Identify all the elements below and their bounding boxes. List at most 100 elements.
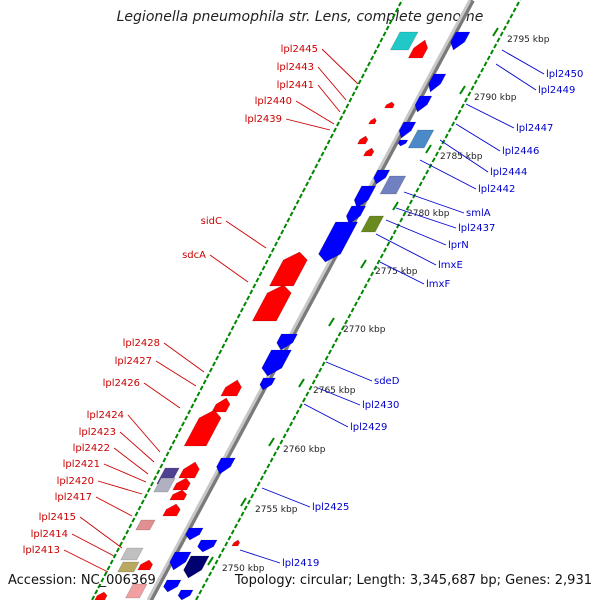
gene-label-lpl2421: lpl2421 xyxy=(63,459,100,470)
gene-arrow xyxy=(259,377,276,391)
gene-label-sdca: sdcA xyxy=(182,250,206,261)
inner-ring-dot xyxy=(398,1,402,7)
inner-ring-dot xyxy=(348,97,353,103)
inner-ring-dot xyxy=(329,133,334,139)
gene-label-lpl2419: lpl2419 xyxy=(282,558,319,569)
outer-ring-dot xyxy=(253,487,258,493)
outer-ring-dot xyxy=(493,43,498,49)
outer-ring-dot xyxy=(308,385,313,391)
inner-ring-dot xyxy=(106,565,111,571)
inner-ring-dot xyxy=(103,571,108,577)
inner-ring-dot xyxy=(283,223,288,229)
inner-ring-dot xyxy=(150,481,154,487)
outer-ring-dot xyxy=(379,253,384,259)
outer-ring-dot xyxy=(292,415,297,421)
outer-ring-dot xyxy=(353,301,358,307)
outer-ring-dot xyxy=(408,199,413,205)
outer-ring-dot xyxy=(224,541,229,547)
inner-ring-dot xyxy=(326,139,331,145)
gene-arrow xyxy=(450,31,471,51)
gene-arrow xyxy=(197,539,218,553)
gene-label-smla: smlA xyxy=(466,208,491,219)
inner-ring-dot xyxy=(196,391,201,397)
outer-ring-dot xyxy=(389,235,394,241)
gene-arrow xyxy=(407,129,435,149)
outer-ring-dot xyxy=(396,223,400,229)
outer-ring-dot xyxy=(515,1,520,7)
gene-arrow xyxy=(220,379,242,397)
outer-ring-dot xyxy=(214,559,219,565)
gene-arrow xyxy=(353,185,377,209)
gene-arrow xyxy=(183,555,210,579)
kbp-tick xyxy=(360,259,367,269)
leader-line xyxy=(455,123,501,152)
inner-ring-dot xyxy=(252,283,257,289)
inner-ring-dot xyxy=(193,397,198,403)
kbp-tick xyxy=(328,317,335,327)
inner-ring-dot xyxy=(119,541,123,547)
gene-arrow xyxy=(397,139,409,147)
outer-ring-dot xyxy=(327,349,332,355)
outer-ring-dot xyxy=(383,247,387,253)
gene-label-lpl2447: lpl2447 xyxy=(516,123,553,134)
inner-ring-dot xyxy=(360,73,365,79)
accession-text: Accession: NC_006369 xyxy=(8,573,156,588)
outer-ring-dot xyxy=(499,31,504,37)
gene-arrow xyxy=(251,284,292,322)
outer-ring-dot xyxy=(464,97,468,103)
inner-ring-dot xyxy=(286,217,291,223)
kbp-tick xyxy=(268,437,275,447)
leader-line xyxy=(113,447,149,475)
inner-ring-dot xyxy=(354,85,359,91)
gene-label-lpl2423: lpl2423 xyxy=(79,427,116,438)
backbone xyxy=(146,0,472,600)
gene-arrow xyxy=(384,101,395,109)
gene-label-lpl2445: lpl2445 xyxy=(281,44,318,55)
kbp-tick xyxy=(492,27,499,37)
inner-ring-dot xyxy=(233,319,238,325)
outer-ring-dot xyxy=(376,259,381,265)
outer-ring-dot xyxy=(305,391,310,397)
outer-ring-dot xyxy=(451,121,456,127)
outer-ring-dot xyxy=(496,37,501,43)
outer-ring-dot xyxy=(509,13,514,19)
leader-line xyxy=(465,103,515,129)
outer-ring-dot xyxy=(279,439,284,445)
outer-ring-dot xyxy=(370,271,375,277)
kbp-label: 2755 kbp xyxy=(255,505,298,515)
outer-ring-dot xyxy=(477,73,481,79)
leader-line xyxy=(127,414,161,453)
leader-line xyxy=(385,219,447,246)
inner-ring-dot xyxy=(224,337,229,343)
leader-line xyxy=(155,360,197,387)
outer-ring-dot xyxy=(366,277,371,283)
inner-ring-dot xyxy=(292,205,297,211)
leader-line xyxy=(71,533,115,557)
inner-ring-dot xyxy=(208,367,213,373)
leader-line xyxy=(419,159,477,190)
inner-ring-dot xyxy=(274,241,278,247)
inner-ring-dot xyxy=(255,277,260,283)
inner-ring-dot xyxy=(221,343,226,349)
gene-label-lpl2413: lpl2413 xyxy=(23,545,60,556)
outer-ring-dot xyxy=(421,175,426,181)
leader-line xyxy=(285,118,331,131)
inner-ring-dot xyxy=(215,355,220,361)
inner-ring-dot xyxy=(125,529,130,535)
gene-arrow xyxy=(169,489,188,501)
gene-arrow xyxy=(360,215,385,233)
inner-ring-dot xyxy=(199,385,204,391)
outer-ring-dot xyxy=(340,325,345,331)
outer-ring-dot xyxy=(457,109,462,115)
outer-ring-dot xyxy=(289,421,294,427)
gene-arrow xyxy=(135,519,156,531)
inner-ring-dot xyxy=(363,67,368,73)
outer-ring-dot xyxy=(266,463,271,469)
gene-arrow xyxy=(177,589,194,600)
outer-ring-dot xyxy=(425,169,430,175)
leader-line xyxy=(325,361,373,382)
outer-ring-dot xyxy=(285,427,290,433)
outer-ring-dot xyxy=(246,499,251,505)
outer-ring-dot xyxy=(221,547,225,553)
inner-ring-dot xyxy=(246,295,251,301)
